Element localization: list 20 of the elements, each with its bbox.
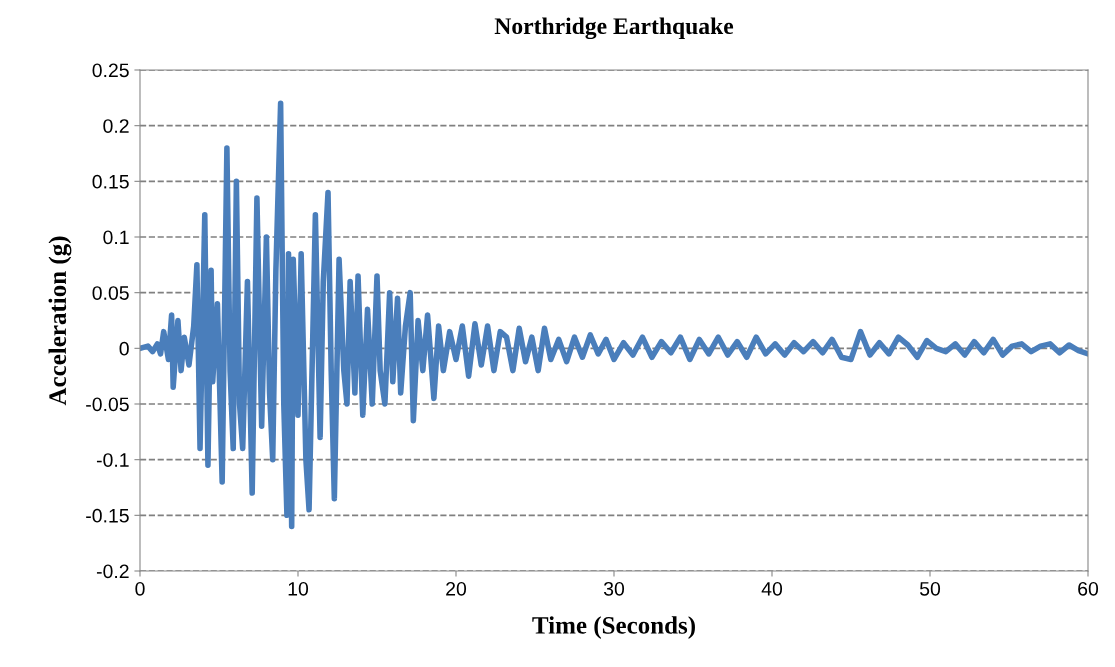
- y-tick-label: -0.2: [96, 564, 129, 579]
- y-tick-label: -0.05: [86, 397, 129, 412]
- y-tick-label: -0.1: [96, 453, 129, 467]
- x-tick-label: 60: [1078, 581, 1099, 596]
- x-tick-label: 30: [603, 581, 625, 596]
- y-tick-label: 0.2: [103, 119, 129, 133]
- y-tick-label: 0.25: [92, 63, 129, 78]
- x-tick-label: 40: [761, 581, 783, 596]
- y-tick-label: 0.1: [103, 230, 129, 245]
- y-axis-title: Acceleration (g): [48, 236, 72, 406]
- y-tick-label: 0: [119, 341, 129, 356]
- y-tick-label: 0.05: [92, 286, 129, 300]
- x-axis-title: Time (Seconds): [532, 616, 695, 639]
- x-tick-label: 50: [919, 581, 941, 596]
- y-tick-label: -0.15: [86, 508, 129, 523]
- x-tick-label: 0: [135, 581, 145, 596]
- chart-title: Northridge Earthquake: [494, 17, 734, 40]
- y-tick-label: 0.15: [92, 174, 129, 189]
- x-tick-label: 10: [288, 581, 309, 596]
- x-tick-label: 20: [446, 581, 467, 596]
